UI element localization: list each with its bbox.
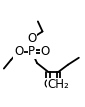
Text: CH₂: CH₂ — [48, 78, 70, 91]
Text: O: O — [27, 32, 36, 45]
Text: O: O — [14, 45, 23, 58]
Text: P: P — [28, 45, 35, 58]
Text: O: O — [43, 78, 53, 91]
Text: O: O — [40, 45, 49, 58]
